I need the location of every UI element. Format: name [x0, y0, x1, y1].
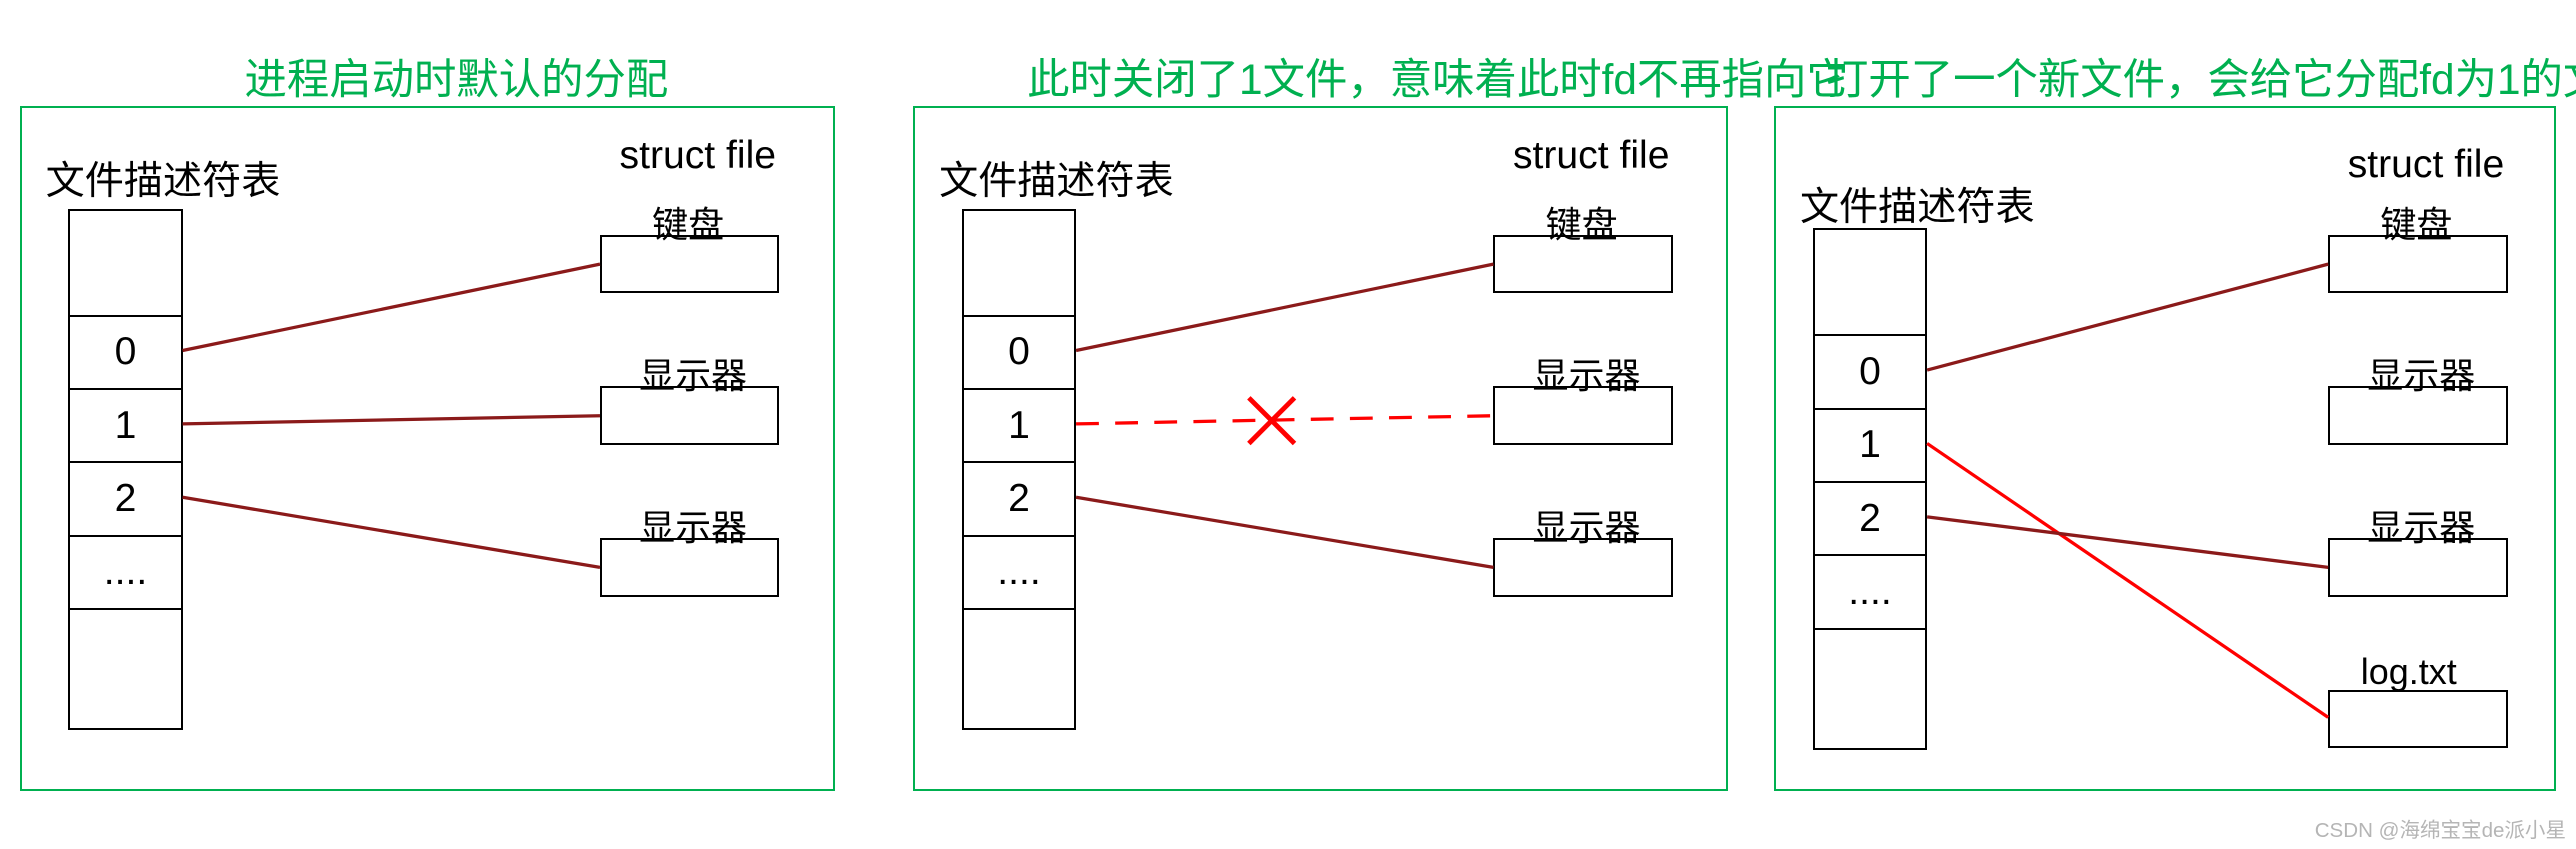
struct-file-label: struct file — [1513, 134, 1669, 178]
fd-row: 1 — [1815, 410, 1925, 483]
struct-file-label: struct file — [2348, 143, 2504, 187]
file-box — [2328, 690, 2507, 749]
fd-row: 0 — [70, 317, 180, 390]
fd-row: 2 — [70, 463, 180, 536]
fd-row: .... — [964, 537, 1074, 610]
fd-row: 2 — [964, 463, 1074, 536]
file-box — [2328, 386, 2507, 445]
file-box — [2328, 538, 2507, 597]
file-box — [600, 538, 779, 597]
file-label: log.txt — [2361, 651, 2457, 693]
diagram-canvas: 进程启动时默认的分配文件描述符表struct file012....键盘显示器显… — [0, 0, 2576, 849]
fd-row — [70, 211, 180, 317]
panel-title: 打开了一个新文件，会给它分配fd为1的文件描述符 — [1826, 46, 2576, 107]
watermark: CSDN @海绵宝宝de派小星 — [2315, 813, 2566, 843]
fd-row — [964, 610, 1074, 683]
file-box — [2328, 235, 2507, 294]
fd-table-label: 文件描述符表 — [1800, 176, 2035, 232]
fd-row: .... — [1815, 556, 1925, 629]
fd-table: 012.... — [1813, 228, 1927, 750]
fd-table-label: 文件描述符表 — [939, 150, 1174, 206]
file-box — [1493, 235, 1672, 294]
fd-row — [70, 610, 180, 683]
fd-row — [1815, 630, 1925, 703]
file-box — [1493, 386, 1672, 445]
fd-row: 1 — [70, 390, 180, 463]
file-box — [1493, 538, 1672, 597]
fd-table: 012.... — [68, 209, 182, 731]
panel-title: 进程启动时默认的分配 — [245, 46, 669, 107]
fd-row: 1 — [964, 390, 1074, 463]
file-box — [600, 386, 779, 445]
fd-row — [964, 211, 1074, 317]
struct-file-label: struct file — [620, 134, 776, 178]
fd-table: 012.... — [962, 209, 1076, 731]
fd-row: .... — [70, 537, 180, 610]
panel-title: 此时关闭了1文件，意味着此时fd不再指向它 — [1027, 46, 1849, 107]
fd-row: 0 — [964, 317, 1074, 390]
fd-table-label: 文件描述符表 — [46, 150, 281, 206]
fd-row — [1815, 230, 1925, 336]
fd-row: 2 — [1815, 483, 1925, 556]
file-box — [600, 235, 779, 294]
fd-row: 0 — [1815, 336, 1925, 409]
